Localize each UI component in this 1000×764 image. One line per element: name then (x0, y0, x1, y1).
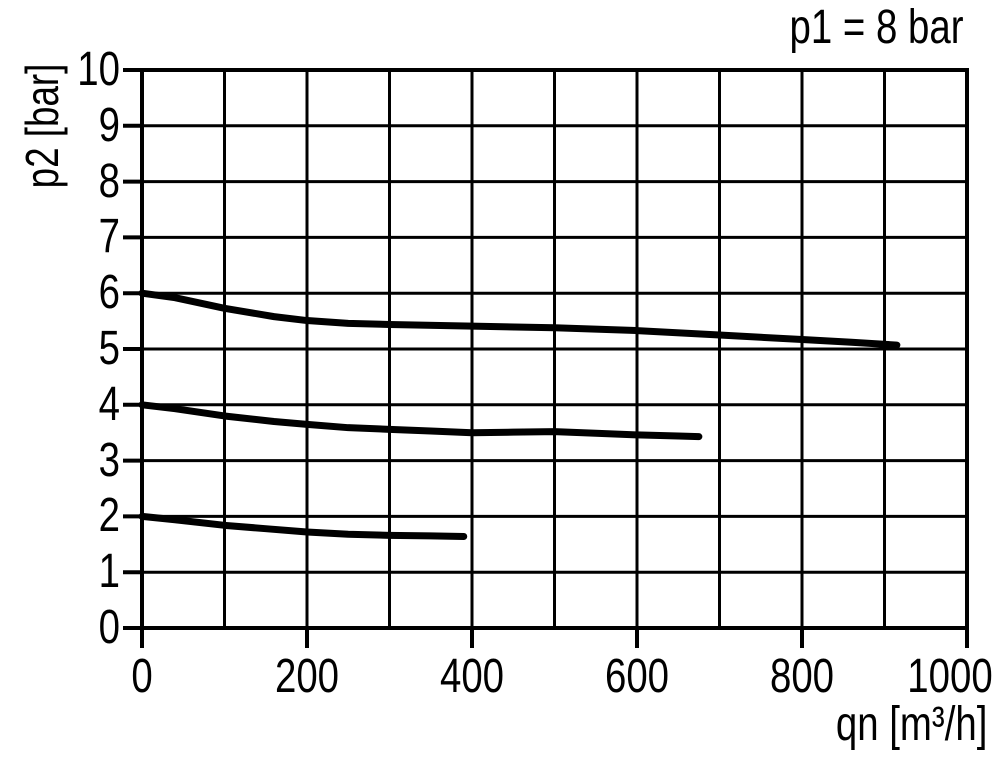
y-tick-label: 2 (98, 489, 120, 543)
y-tick-label: 1 (98, 545, 120, 599)
x-tick-label: 200 (274, 650, 340, 703)
x-tick-label: 600 (604, 650, 670, 703)
y-tick-label: 10 (77, 43, 120, 96)
curve-set-6bar (138, 289, 901, 349)
x-tick-label: 0 (131, 650, 153, 703)
y-tick-label: 8 (98, 154, 120, 208)
x-tick-label: 400 (439, 650, 505, 703)
curve-set-4bar (138, 401, 703, 441)
y-tick-label: 9 (98, 98, 120, 152)
curve-set-2bar (138, 512, 468, 540)
y-tick-label: 6 (98, 266, 120, 320)
y-tick-label: 4 (98, 377, 120, 431)
x-tick-label: 1000 (907, 650, 993, 703)
y-tick-label: 3 (98, 433, 120, 487)
x-tick-label: 800 (769, 650, 835, 703)
y-tick-label: 0 (98, 601, 120, 654)
y-tick-label: 5 (98, 322, 120, 375)
y-tick-label: 7 (98, 210, 120, 264)
